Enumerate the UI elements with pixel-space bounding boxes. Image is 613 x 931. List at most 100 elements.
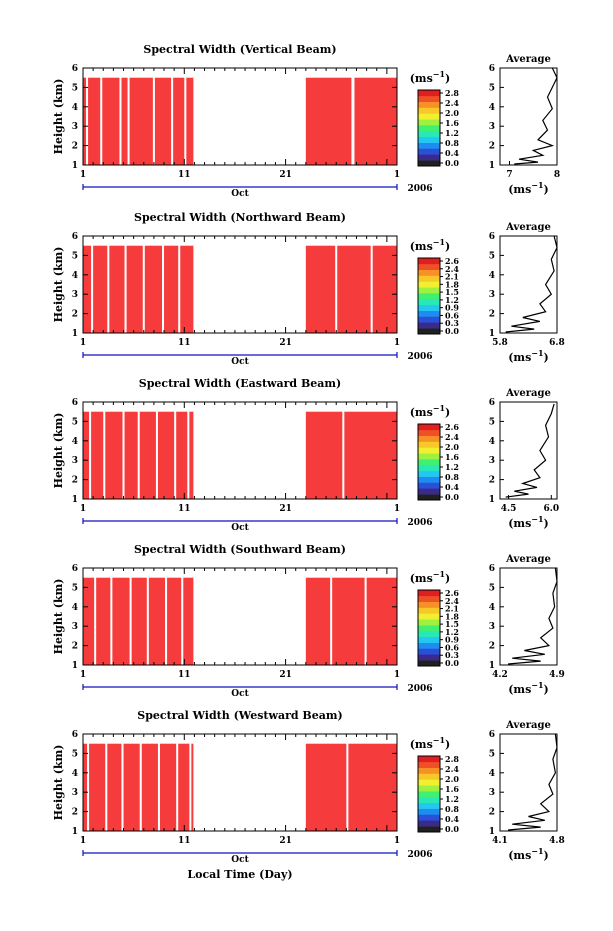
average-x-tick-label: 4.8 <box>549 836 565 846</box>
panel-2: Spectral Width (Northward Beam)1 11 21 1123… <box>52 211 565 367</box>
y-tick-label: 4 <box>72 769 78 779</box>
colorbar-unit-base: (ms <box>410 240 433 253</box>
day-ticks <box>82 402 398 499</box>
colorbar-unit: (ms−1) <box>410 237 451 253</box>
height-ticks <box>83 235 397 334</box>
colorbar-unit-base: (ms <box>410 72 433 85</box>
heatmap-period-1 <box>83 245 194 333</box>
data-gap-7 <box>300 244 304 334</box>
colorbar-frame <box>417 755 441 833</box>
colorbar-segment <box>418 154 440 161</box>
plot-frame <box>82 733 398 832</box>
colorbar-segment <box>418 287 440 294</box>
y-tick-label: 2 <box>72 476 78 486</box>
height-ticks <box>83 401 397 500</box>
colorbar-segment <box>418 808 440 815</box>
average-profile-line <box>508 733 558 831</box>
colorbar-tick-label: 0.3 <box>445 318 459 328</box>
colorbar-segment <box>418 119 440 126</box>
heatmap-period-1 <box>83 77 194 165</box>
colorbar-segment <box>418 95 440 102</box>
y-tick-label: 5 <box>72 83 78 93</box>
colorbar-unit-close: ) <box>445 406 450 419</box>
colorbar-unit-close: ) <box>445 738 450 751</box>
y-tick-label: 1 <box>72 661 78 671</box>
data-gap-3 <box>129 576 132 666</box>
colorbar-segment <box>418 767 440 774</box>
y-axis-label: Height (km) <box>52 79 65 155</box>
average-unit-close: ) <box>544 849 549 862</box>
data-gap-4 <box>142 244 145 334</box>
panel-5: Spectral Width (Westward Beam)1 11 21 11234… <box>52 709 565 865</box>
height-ticks <box>83 733 397 832</box>
heatmap-cells <box>83 742 397 832</box>
average-y-tick-label: 4 <box>489 103 495 113</box>
average-y-tick-label: 1 <box>489 495 495 505</box>
colorbar-segment <box>418 625 440 632</box>
data-gap-5 <box>162 244 165 334</box>
average-x-tick-label: 4.2 <box>492 670 508 680</box>
average-title: Average <box>505 388 551 399</box>
average-y-tick-label: 4 <box>489 271 495 281</box>
colorbar-unit-close: ) <box>445 72 450 85</box>
colorbar-unit-close: ) <box>445 572 450 585</box>
colorbar-segment <box>418 607 440 614</box>
colorbar-tick-label: 2.0 <box>445 442 459 452</box>
average-y-tick-label: 3 <box>489 290 495 300</box>
colorbar-tick-label: 0.4 <box>445 814 459 824</box>
colorbar-segment <box>418 136 440 143</box>
y-tick-label: 1 <box>72 329 78 339</box>
year-label: 2006 <box>407 850 432 860</box>
average-unit-exponent: −1 <box>531 514 543 524</box>
heatmap-cells <box>83 76 397 166</box>
data-gap-5 <box>157 742 160 832</box>
data-gap-6 <box>181 576 184 666</box>
colorbar-segment <box>418 130 440 138</box>
heatmap-period-2 <box>305 743 397 831</box>
average-y-tick-label: 4 <box>489 437 495 447</box>
colorbar-segment <box>418 630 440 638</box>
month-label: Oct <box>231 189 249 199</box>
y-tick-label: 4 <box>72 603 78 613</box>
y-axis-label: Height (km) <box>52 745 65 821</box>
colorbar-frame <box>417 589 441 667</box>
y-tick-label: 2 <box>72 142 78 152</box>
y-tick-label: 2 <box>72 310 78 320</box>
colorbar-unit-base: (ms <box>410 572 433 585</box>
colorbar-unit-exponent: −1 <box>433 69 445 79</box>
colorbar-segment <box>418 160 440 167</box>
month-label: Oct <box>231 689 249 699</box>
average-y-tick-label: 5 <box>489 83 495 93</box>
colorbar-segment <box>418 101 440 108</box>
y-tick-label: 4 <box>72 437 78 447</box>
data-gap-4 <box>137 410 140 500</box>
heatmap-cells <box>83 244 397 334</box>
colorbar-segment <box>418 654 440 661</box>
colorbar-tick-label: 0.0 <box>445 492 459 502</box>
average-y-tick-label: 5 <box>489 251 495 261</box>
data-gap-4 <box>139 742 142 832</box>
colorbar-segment <box>418 258 440 265</box>
data-gap-3 <box>122 410 125 500</box>
colorbar-segment <box>418 263 440 270</box>
data-gap-8 <box>300 742 304 832</box>
y-tick-label: 6 <box>72 64 78 74</box>
colorbar-frame <box>417 423 441 501</box>
colorbar-segment <box>418 453 440 460</box>
average-unit-close: ) <box>544 351 549 364</box>
colorbar-tick-label: 1.2 <box>445 462 459 472</box>
panel-title: Spectral Width (Northward Beam) <box>134 211 346 224</box>
average-y-tick-label: 1 <box>489 827 495 837</box>
average-plot: Average 1 2 3 4 5 6 7 8 (ms−1) <box>489 54 560 196</box>
colorbar-tick-label: 0.8 <box>445 472 459 482</box>
y-tick-label: 3 <box>72 788 78 798</box>
average-y-tick-label: 1 <box>489 161 495 171</box>
plot-frame <box>82 567 398 666</box>
colorbar-unit-close: ) <box>445 240 450 253</box>
x-tick-label: 21 <box>279 504 292 514</box>
colorbar-tick-label: 1.2 <box>445 128 459 138</box>
y-tick-label: 2 <box>72 642 78 652</box>
